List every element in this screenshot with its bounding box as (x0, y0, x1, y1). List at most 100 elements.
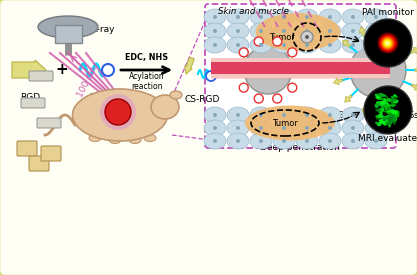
Ellipse shape (391, 96, 393, 99)
Circle shape (387, 48, 388, 50)
Circle shape (236, 15, 240, 19)
Circle shape (391, 46, 393, 48)
Circle shape (384, 42, 386, 44)
Circle shape (386, 50, 388, 51)
Circle shape (394, 36, 396, 38)
Text: −: − (273, 94, 281, 103)
Circle shape (395, 35, 397, 37)
Circle shape (389, 51, 391, 52)
Circle shape (384, 35, 386, 37)
Circle shape (389, 38, 391, 39)
Circle shape (389, 43, 391, 45)
Text: X-ray: X-ray (287, 125, 312, 135)
Circle shape (392, 47, 393, 49)
Circle shape (394, 45, 396, 47)
Circle shape (386, 52, 388, 54)
Circle shape (391, 35, 393, 37)
Circle shape (380, 50, 382, 52)
FancyBboxPatch shape (29, 71, 53, 81)
Circle shape (386, 50, 388, 52)
Circle shape (389, 31, 391, 33)
Ellipse shape (227, 107, 249, 123)
Ellipse shape (73, 89, 168, 141)
Ellipse shape (273, 120, 295, 136)
Circle shape (393, 35, 394, 37)
Circle shape (398, 44, 399, 46)
Circle shape (383, 34, 385, 36)
Circle shape (385, 48, 387, 50)
Circle shape (385, 46, 387, 48)
Circle shape (383, 51, 384, 53)
Circle shape (236, 29, 240, 33)
Circle shape (387, 50, 388, 51)
Circle shape (394, 45, 396, 47)
Circle shape (389, 47, 391, 49)
Circle shape (388, 50, 390, 52)
Ellipse shape (382, 116, 386, 119)
Circle shape (379, 45, 381, 47)
Circle shape (394, 35, 396, 37)
Circle shape (397, 45, 398, 47)
Circle shape (397, 40, 399, 42)
Circle shape (377, 43, 379, 45)
Circle shape (390, 46, 392, 48)
Circle shape (387, 44, 389, 46)
Circle shape (384, 52, 386, 53)
Circle shape (387, 53, 388, 54)
Circle shape (397, 46, 398, 48)
Ellipse shape (273, 23, 295, 39)
Circle shape (385, 38, 387, 39)
Ellipse shape (394, 111, 401, 114)
Bar (211, 65, 390, 66)
Circle shape (387, 47, 389, 49)
Circle shape (384, 32, 386, 34)
Circle shape (377, 43, 379, 45)
Circle shape (384, 33, 386, 35)
Circle shape (386, 36, 388, 38)
Circle shape (385, 37, 387, 39)
Circle shape (379, 43, 380, 45)
Circle shape (394, 40, 396, 42)
Circle shape (384, 43, 386, 45)
Circle shape (364, 19, 412, 67)
Circle shape (384, 47, 386, 49)
Text: MRI evaluate: MRI evaluate (359, 134, 417, 143)
Ellipse shape (365, 9, 387, 25)
Circle shape (388, 39, 389, 40)
Circle shape (385, 42, 387, 43)
Circle shape (387, 52, 389, 53)
Circle shape (385, 48, 387, 50)
Circle shape (377, 42, 379, 43)
Circle shape (388, 31, 389, 33)
Ellipse shape (227, 9, 249, 25)
Circle shape (389, 37, 391, 39)
Circle shape (382, 48, 383, 50)
Text: Skin and muscle: Skin and muscle (218, 7, 289, 16)
Text: 100 cm: 100 cm (75, 65, 99, 99)
Circle shape (387, 49, 389, 51)
Circle shape (394, 51, 396, 52)
Ellipse shape (379, 119, 385, 123)
Ellipse shape (250, 23, 272, 39)
Circle shape (382, 35, 383, 37)
Circle shape (384, 52, 386, 54)
Circle shape (383, 39, 384, 41)
Text: +: + (208, 72, 214, 81)
Circle shape (387, 37, 388, 38)
FancyArrow shape (400, 98, 407, 106)
Circle shape (390, 48, 392, 50)
Circle shape (351, 15, 355, 19)
Circle shape (392, 37, 393, 38)
Circle shape (379, 38, 380, 40)
Circle shape (383, 42, 384, 43)
Circle shape (391, 49, 393, 51)
FancyArrow shape (379, 24, 386, 33)
Circle shape (384, 52, 386, 54)
Circle shape (374, 29, 378, 33)
Circle shape (382, 39, 384, 41)
Circle shape (393, 44, 395, 46)
Ellipse shape (388, 123, 391, 127)
Circle shape (393, 39, 394, 40)
Circle shape (382, 34, 384, 35)
Circle shape (390, 44, 392, 46)
